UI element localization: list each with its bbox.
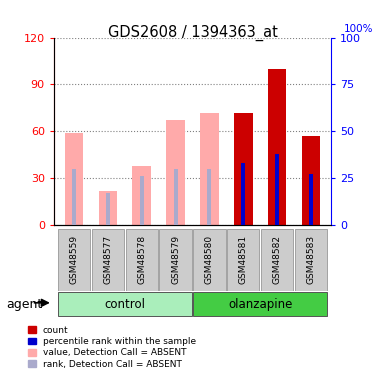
Text: GSM48582: GSM48582 [273,235,281,284]
Text: GDS2608 / 1394363_at: GDS2608 / 1394363_at [107,24,278,40]
Bar [132,166,151,225]
Bar [208,169,211,225]
Bar [126,229,158,291]
Legend: count, percentile rank within the sample, value, Detection Call = ABSENT, rank, : count, percentile rank within the sample… [28,326,196,369]
Bar [99,190,117,225]
Bar [275,154,279,225]
Bar [309,174,313,225]
Text: GSM48578: GSM48578 [137,235,146,284]
Bar [58,292,192,316]
Bar [140,176,144,225]
Bar [58,229,90,291]
Bar [261,229,293,291]
Bar [159,229,192,291]
Text: GSM48580: GSM48580 [205,235,214,284]
Bar [268,69,286,225]
Y-axis label: 100%: 100% [344,24,373,34]
Text: GSM48559: GSM48559 [70,235,79,284]
Text: GSM48577: GSM48577 [104,235,112,284]
Text: GSM48581: GSM48581 [239,235,248,284]
Bar [72,169,76,225]
Text: GSM48583: GSM48583 [306,235,315,284]
Bar [174,169,177,225]
Text: control: control [104,298,146,310]
Bar [200,112,219,225]
Bar [301,136,320,225]
Bar [241,163,245,225]
Bar [295,229,327,291]
Text: GSM48579: GSM48579 [171,235,180,284]
Bar [193,229,226,291]
Bar [234,112,253,225]
Bar [92,229,124,291]
Bar [65,133,84,225]
Bar [227,229,259,291]
Text: agent: agent [6,298,42,311]
Bar [106,193,110,225]
Bar [166,120,185,225]
Bar [193,292,327,316]
Text: olanzapine: olanzapine [228,298,292,310]
